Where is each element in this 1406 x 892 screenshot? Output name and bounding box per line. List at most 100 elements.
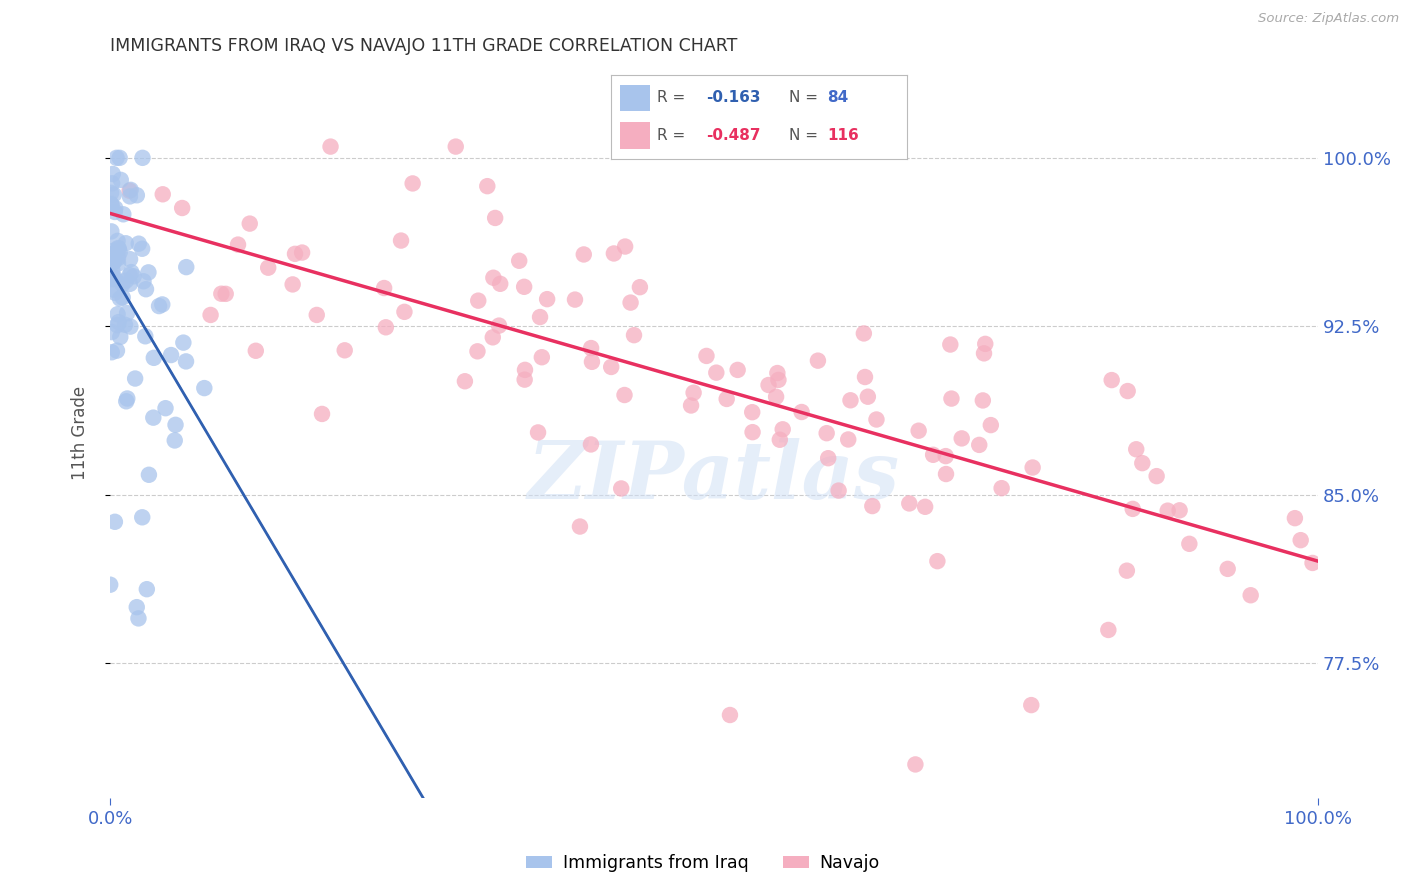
- Point: [1122, 502, 1144, 516]
- Point: [239, 217, 262, 231]
- Point: [108, 292, 131, 306]
- Point: [127, 611, 149, 625]
- Point: [904, 757, 927, 772]
- Point: [972, 393, 994, 408]
- Point: [914, 500, 936, 514]
- Point: [100, 248, 122, 262]
- Point: [935, 449, 957, 463]
- Point: [527, 425, 550, 440]
- Point: [529, 310, 551, 324]
- Point: [974, 337, 997, 351]
- Point: [101, 263, 124, 277]
- Point: [907, 424, 929, 438]
- Point: [142, 410, 165, 425]
- Point: [619, 295, 641, 310]
- Point: [568, 519, 591, 533]
- Point: [103, 255, 125, 269]
- Point: [990, 481, 1012, 495]
- Point: [118, 184, 141, 198]
- Point: [941, 392, 963, 406]
- Point: [718, 708, 741, 723]
- Point: [174, 260, 197, 274]
- Point: [100, 186, 122, 200]
- Point: [209, 286, 232, 301]
- Point: [100, 256, 122, 270]
- Point: [120, 252, 142, 267]
- Point: [165, 417, 187, 432]
- Point: [623, 328, 645, 343]
- Point: [138, 265, 160, 279]
- Point: [115, 394, 138, 409]
- Point: [118, 189, 141, 203]
- Point: [193, 381, 215, 395]
- Point: [98, 577, 121, 591]
- Point: [967, 438, 990, 452]
- Point: [319, 139, 342, 153]
- Point: [1302, 556, 1324, 570]
- Point: [111, 290, 134, 304]
- Point: [374, 320, 396, 334]
- Point: [727, 363, 749, 377]
- Point: [610, 482, 633, 496]
- Point: [815, 426, 838, 441]
- Point: [827, 483, 849, 498]
- Point: [856, 390, 879, 404]
- Point: [135, 582, 157, 597]
- Point: [536, 292, 558, 306]
- Y-axis label: 11th Grade: 11th Grade: [72, 386, 89, 480]
- Point: [389, 234, 412, 248]
- Point: [118, 268, 141, 282]
- Point: [704, 366, 727, 380]
- Point: [973, 346, 995, 360]
- Point: [103, 270, 125, 285]
- Point: [772, 422, 794, 436]
- Point: [579, 437, 602, 451]
- Point: [401, 177, 423, 191]
- Point: [160, 348, 183, 362]
- Point: [1156, 503, 1178, 517]
- Point: [107, 307, 129, 321]
- Point: [142, 351, 165, 365]
- Point: [305, 308, 328, 322]
- Point: [110, 330, 132, 344]
- Point: [103, 272, 125, 286]
- Point: [103, 253, 125, 268]
- Point: [1216, 562, 1239, 576]
- Point: [477, 179, 499, 194]
- Point: [100, 198, 122, 212]
- Point: [131, 151, 153, 165]
- Point: [768, 373, 790, 387]
- Point: [530, 350, 553, 364]
- Text: IMMIGRANTS FROM IRAQ VS NAVAJO 11TH GRADE CORRELATION CHART: IMMIGRANTS FROM IRAQ VS NAVAJO 11TH GRAD…: [110, 37, 738, 55]
- Point: [467, 293, 489, 308]
- Point: [927, 554, 949, 568]
- Point: [112, 207, 135, 221]
- Point: [716, 392, 738, 406]
- Point: [128, 236, 150, 251]
- Point: [482, 270, 505, 285]
- Point: [1115, 564, 1137, 578]
- Point: [131, 242, 153, 256]
- Point: [115, 274, 138, 288]
- Legend: Immigrants from Iraq, Navajo: Immigrants from Iraq, Navajo: [519, 847, 887, 879]
- Point: [101, 176, 124, 190]
- Point: [489, 277, 512, 291]
- Point: [100, 272, 122, 286]
- Point: [980, 418, 1002, 433]
- Point: [935, 467, 957, 481]
- Point: [115, 306, 138, 320]
- Point: [481, 330, 503, 344]
- Point: [790, 405, 813, 419]
- Point: [114, 318, 136, 332]
- Point: [100, 197, 122, 211]
- Point: [922, 448, 945, 462]
- Point: [138, 467, 160, 482]
- Point: [110, 173, 132, 187]
- Point: [860, 499, 883, 513]
- Point: [291, 245, 314, 260]
- Point: [467, 344, 489, 359]
- Point: [311, 407, 333, 421]
- Point: [245, 343, 267, 358]
- Point: [107, 257, 129, 271]
- Point: [513, 363, 536, 377]
